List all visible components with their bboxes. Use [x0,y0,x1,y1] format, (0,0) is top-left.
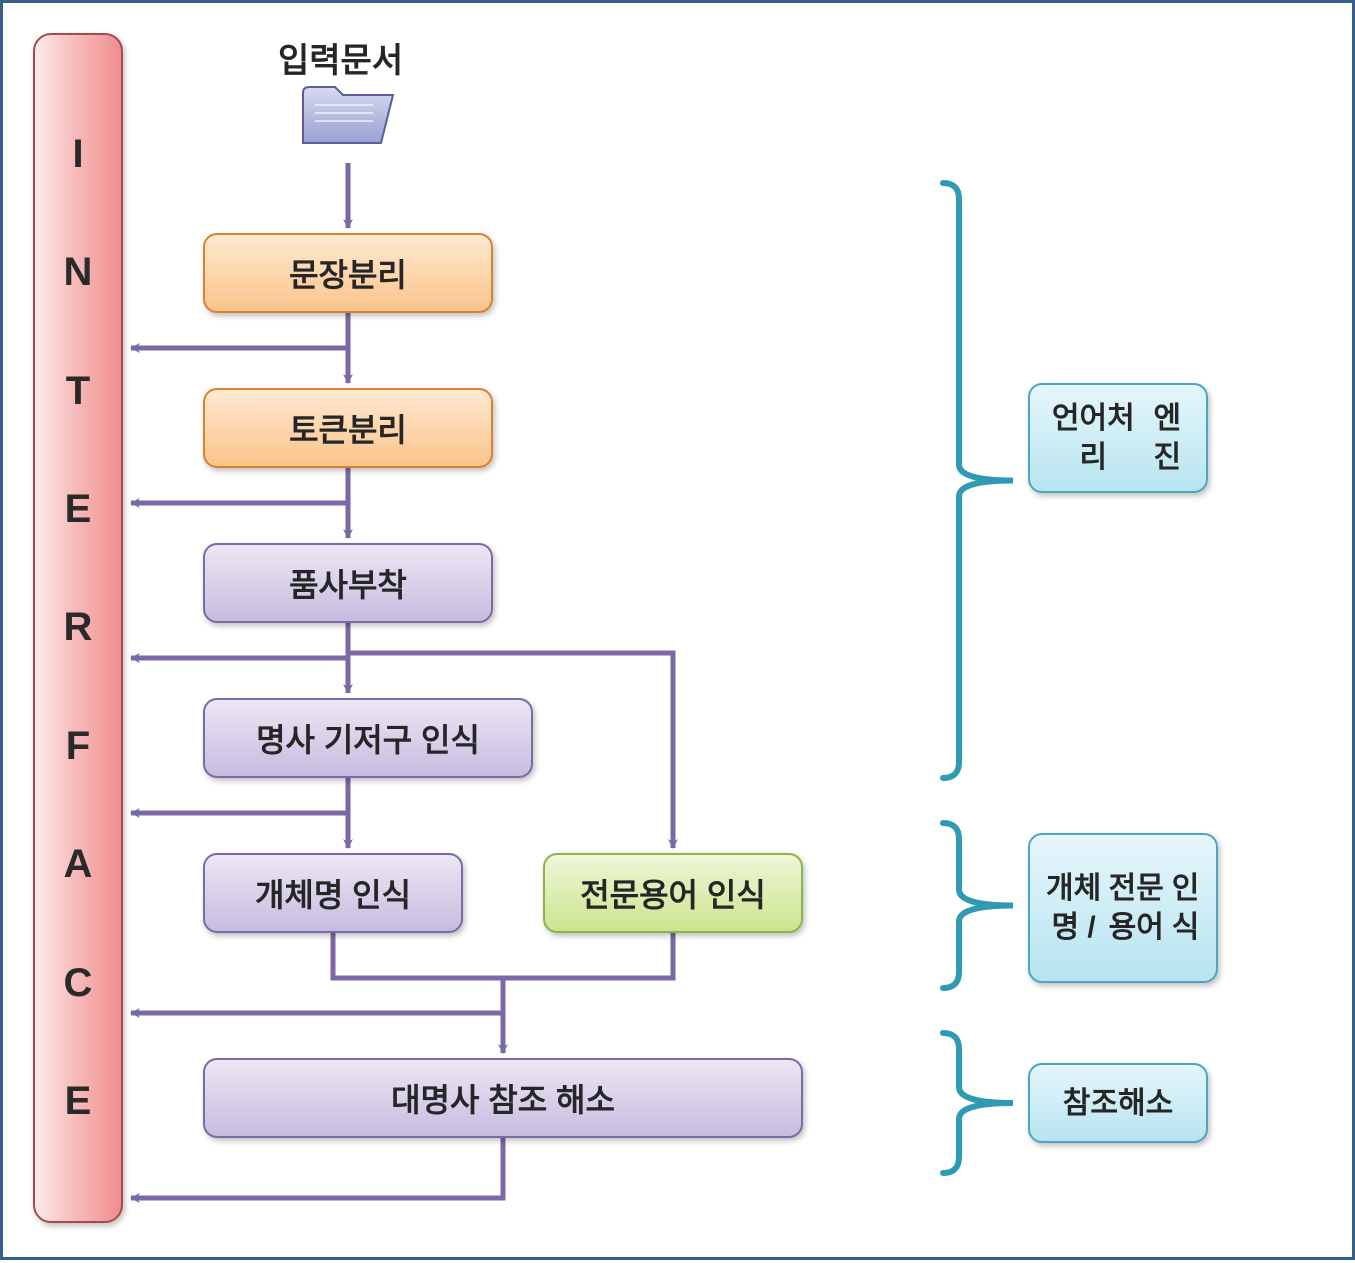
folder-icon [303,87,393,143]
input-doc-label: 입력문서 [278,33,403,82]
side-box-s3: 참조해소 [1028,1063,1208,1143]
interface-letter: N [64,250,93,295]
interface-letter: R [64,605,93,650]
side-box-s1: 언어처리엔진 [1028,383,1208,493]
node-n6: 전문용어 인식 [543,853,803,933]
node-n5: 개체명 인식 [203,853,463,933]
node-n1: 문장분리 [203,233,493,313]
node-n3: 품사부착 [203,543,493,623]
interface-letter: F [66,724,90,769]
node-n2: 토큰분리 [203,388,493,468]
node-n4: 명사 기저구 인식 [203,698,533,778]
interface-letter: A [64,842,93,887]
interface-letter: I [72,132,83,177]
side-box-s2: 개체명 /전문용어인식 [1028,833,1218,983]
interface-letter: T [66,369,90,414]
interface-letter: E [65,1079,92,1124]
node-n7: 대명사 참조 해소 [203,1058,803,1138]
interface-bar: I N T E R F A C E [33,33,123,1223]
diagram-frame: I N T E R F A C E 입력문서 문장분리토큰분리품사부착명사 기저구 인식개체명 … [0,0,1355,1260]
interface-letter: E [65,487,92,532]
interface-letter: C [64,961,93,1006]
